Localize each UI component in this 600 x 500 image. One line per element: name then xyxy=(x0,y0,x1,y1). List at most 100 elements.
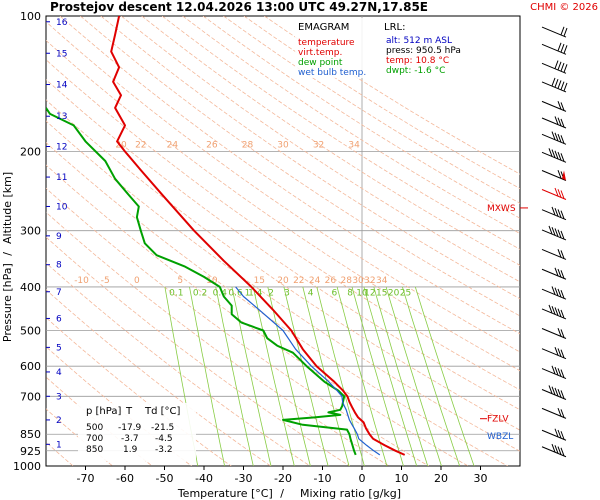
mixing-ratio-line-1.4 xyxy=(267,286,311,466)
y-axis-label-2: Altitude [km] xyxy=(1,172,14,244)
wind-barb-feather xyxy=(560,349,565,358)
wind-barb-feather xyxy=(551,386,556,395)
dry-adiabat-label-upper-28: 28 xyxy=(242,141,254,151)
wind-barb-feather xyxy=(560,43,565,53)
wind-barb-feather xyxy=(551,77,556,87)
altitude-tick-13: 13 xyxy=(56,112,67,122)
wind-barb-feather xyxy=(554,78,559,88)
wind-barb-feather xyxy=(557,348,562,357)
wind-barb-373 xyxy=(541,267,567,280)
wind-barb-shaft xyxy=(541,151,567,163)
wind-barb-feather xyxy=(548,148,553,157)
legend-box xyxy=(295,18,371,78)
x-tick--30: -30 xyxy=(235,472,253,485)
wind-barb-feather xyxy=(554,150,559,159)
mixing-ratio-line-15 xyxy=(385,286,442,466)
wind-barb-shaft xyxy=(541,328,567,339)
lrl-dewpoint: dwpt: -1.6 °C xyxy=(386,66,445,76)
altitude-tick-16: 16 xyxy=(56,18,68,28)
x-axis-label-2: Mixing ratio [g/kg] xyxy=(300,487,401,500)
legend-item-virt-temp: virt.temp. xyxy=(298,48,342,58)
y-tick-500: 500 xyxy=(20,325,41,338)
wind-barb-feather xyxy=(554,428,559,437)
wind-barb-560 xyxy=(541,347,567,360)
wind-barb-feather xyxy=(563,27,568,37)
y-axis-title: Pressure [hPa] / Altitude [km] xyxy=(1,172,14,342)
wind-barb-620 xyxy=(541,365,567,380)
dry-adiabat-label-lower-34: 34 xyxy=(376,276,388,286)
wind-barb-feather xyxy=(551,443,556,453)
wind-barb-shaft xyxy=(541,26,567,38)
wind-barb-shaft xyxy=(541,189,567,200)
mixing-ratio-line-0.2 xyxy=(189,286,225,466)
dry-adiabat-410 xyxy=(121,16,520,283)
mixing-ratio-lines xyxy=(164,286,475,466)
wind-barb-158 xyxy=(541,100,567,112)
wind-barb-feather xyxy=(551,286,556,295)
dry-adiabat-label-lower-5: 5 xyxy=(177,276,183,286)
y-tick-925: 925 xyxy=(20,445,41,458)
wind-barb-feather xyxy=(560,118,565,128)
dry-adiabat-210 xyxy=(46,408,113,466)
x-tick--70: -70 xyxy=(77,472,95,485)
dry-adiabat-270 xyxy=(46,236,350,466)
wind-barb-feather xyxy=(560,329,565,338)
series-dew-point xyxy=(46,107,357,456)
mixing-ratio-label-0.2: 0.2 xyxy=(193,289,207,299)
x-tick-20: 20 xyxy=(434,472,448,485)
wind-barb-feather xyxy=(557,80,562,89)
wind-barb-feather xyxy=(557,189,562,198)
wind-barb-feather xyxy=(551,227,556,236)
wind-barbs xyxy=(541,26,568,458)
wind-barb-feather xyxy=(560,409,565,418)
wind-barb-feather xyxy=(554,307,559,316)
wind-barb-feather xyxy=(557,100,562,110)
wind-barb-feather xyxy=(554,445,559,454)
wind-barb-130 xyxy=(541,60,568,74)
wind-barb-118 xyxy=(541,42,568,55)
x-tick--50: -50 xyxy=(156,472,174,485)
y-tick-200: 200 xyxy=(20,145,41,158)
wind-barb-shaft xyxy=(541,268,567,280)
wind-barb-feather xyxy=(557,368,562,377)
mixing-ratio-label-25: 25 xyxy=(400,289,411,299)
lrl-title: LRL: xyxy=(384,22,405,33)
wind-barb-feather xyxy=(557,249,562,258)
wind-barb-shaft xyxy=(541,248,567,260)
wind-barb-feather xyxy=(563,82,568,92)
legend: EMAGRAM temperature virt.temp. dew point… xyxy=(295,18,371,78)
y-tick-850: 850 xyxy=(20,428,41,441)
dry-adiabat-370 xyxy=(46,21,520,353)
wind-barb-feather xyxy=(563,45,568,54)
dry-adiabat-label-lower-30: 30 xyxy=(352,276,364,286)
table-row-700-td: -4.5 xyxy=(155,434,173,444)
wind-barb-shaft xyxy=(541,62,567,74)
dry-adiabat-label-lower-24: 24 xyxy=(309,276,321,286)
x-tick-0: 0 xyxy=(359,472,366,485)
altitude-tick-2: 2 xyxy=(56,416,62,426)
table-row-500-t: -17.9 xyxy=(118,423,142,433)
mixing-ratio-label-1: 1 xyxy=(245,289,251,299)
wind-barb-shaft xyxy=(541,133,567,145)
mixing-ratio-line-0.4 xyxy=(215,286,254,466)
wind-barb-feather xyxy=(557,429,562,439)
wind-barb-shaft xyxy=(541,229,567,241)
mixing-ratio-line-20 xyxy=(402,286,461,466)
wind-barb-feather xyxy=(551,149,556,158)
y-tick-300: 300 xyxy=(20,225,41,238)
fzlv-marker-label: FZLV xyxy=(487,415,509,425)
wind-barb-feather xyxy=(557,446,562,455)
lrl-box: LRL: alt: 512 m ASL press: 950.5 hPa tem… xyxy=(382,18,472,78)
series-wet-bulb-temp xyxy=(235,286,381,456)
wind-barb-feather xyxy=(551,131,556,140)
legend-title: EMAGRAM xyxy=(298,22,349,33)
legend-item-wet-bulb: wet bulb temp. xyxy=(298,68,366,78)
wind-barb-feather xyxy=(554,347,559,356)
svg-text:Temperature [°C] /: Temperature [°C] / xyxy=(177,487,284,500)
wind-barb-225 xyxy=(541,170,567,181)
table-row-700-p: 700 xyxy=(86,434,103,444)
mixing-ratio-label-2: 2 xyxy=(268,289,274,299)
mixing-ratio-line-10 xyxy=(363,286,418,466)
x-tick--20: -20 xyxy=(274,472,292,485)
dry-adiabat-label-lower-0: 0 xyxy=(134,276,140,286)
